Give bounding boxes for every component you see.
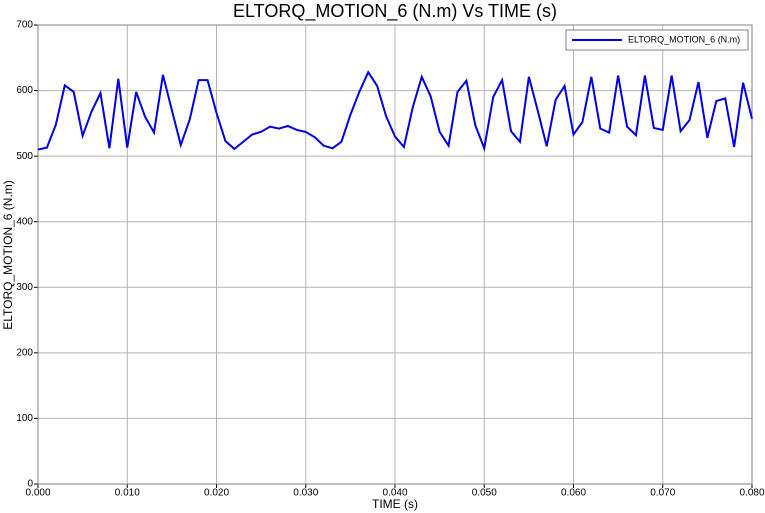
data-line <box>37 70 753 152</box>
x-tick-label: 0.000 <box>25 488 50 499</box>
x-tick-label: 0.010 <box>115 488 140 499</box>
y-axis-label: ELTORQ_MOTION_6 (N.m) <box>1 180 15 330</box>
x-tick-label: 0.050 <box>472 488 497 499</box>
y-tick-label: 500 <box>16 151 33 162</box>
y-tick-label: 600 <box>16 85 33 96</box>
chart-title: ELTORQ_MOTION_6 (N.m) Vs TIME (s) <box>233 1 557 22</box>
y-tick-label: 0 <box>27 479 33 490</box>
y-tick-label: 300 <box>16 282 33 293</box>
y-tick-label: 200 <box>16 347 33 358</box>
legend-box <box>565 29 749 51</box>
y-tick-label: 100 <box>16 413 33 424</box>
y-tick-label: 700 <box>16 20 33 31</box>
x-tick-label: 0.040 <box>382 488 407 499</box>
y-tick-label: 400 <box>16 216 33 227</box>
x-tick-label: 0.030 <box>293 488 318 499</box>
x-tick-label: 0.060 <box>561 488 586 499</box>
legend-label: ELTORQ_MOTION_6 (N.m) <box>628 34 740 44</box>
x-tick-label: 0.080 <box>739 488 764 499</box>
x-tick-label: 0.070 <box>650 488 675 499</box>
x-axis-label: TIME (s) <box>372 497 418 511</box>
x-tick-label: 0.020 <box>204 488 229 499</box>
plot-frame <box>37 24 753 485</box>
